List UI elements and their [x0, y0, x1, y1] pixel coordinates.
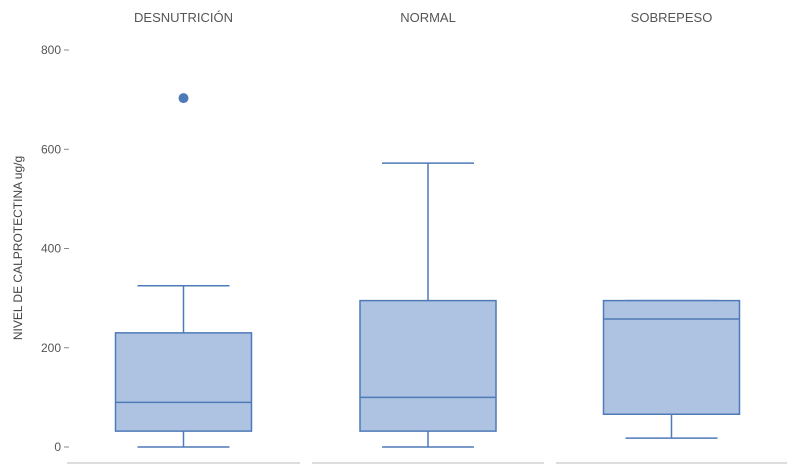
panels: DESNUTRICIÓN NORMAL SOBREPESO — [67, 10, 787, 464]
y-tick-label: 200 — [41, 341, 61, 355]
y-tick-label: 0 — [54, 440, 61, 454]
y-tick-label: 800 — [41, 43, 61, 57]
panel-title: NORMAL — [400, 10, 456, 25]
panel-1: DESNUTRICIÓN — [67, 10, 300, 464]
panel-title: DESNUTRICIÓN — [134, 10, 233, 25]
iqr-box — [114, 332, 253, 432]
y-axis: 0 200 400 600 800 — [41, 43, 69, 454]
y-tick-label: 600 — [41, 142, 61, 156]
iqr-box — [602, 299, 741, 415]
panel-3: SOBREPESO — [556, 10, 787, 464]
outlier-point — [178, 93, 189, 104]
y-tick-label: 400 — [41, 242, 61, 256]
panel-title: SOBREPESO — [631, 10, 713, 25]
y-axis-title: NIVEL DE CALPROTECTINA ug/g — [11, 156, 25, 340]
panel-2: NORMAL — [312, 10, 544, 464]
iqr-box — [359, 299, 497, 432]
